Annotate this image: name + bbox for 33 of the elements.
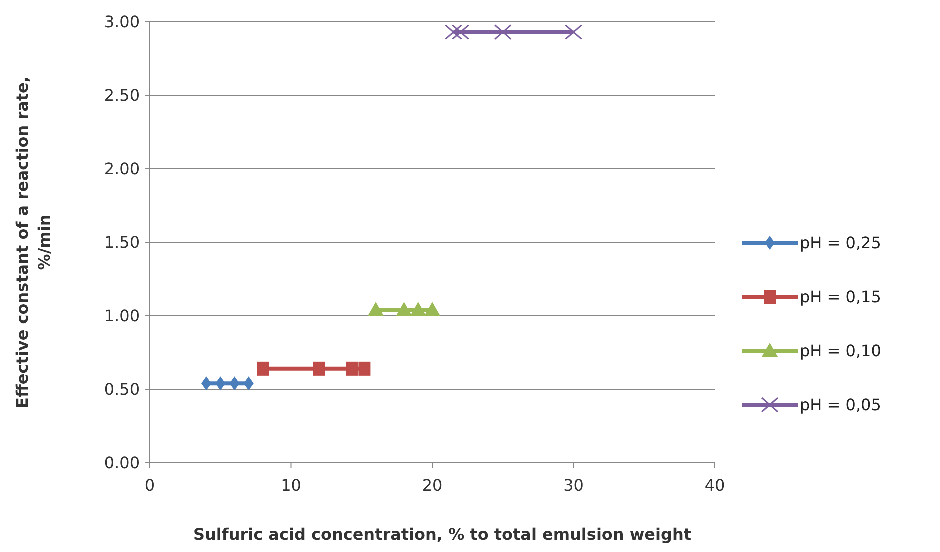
y-axis-title: Effective constant of a reaction rate, %/min — [13, 76, 54, 408]
x-tick-label: 40 — [704, 476, 726, 495]
point — [424, 302, 440, 316]
legend-label: pH = 0,10 — [800, 342, 882, 361]
point — [410, 302, 426, 316]
y-tick-label: 1.00 — [104, 306, 140, 326]
point — [444, 24, 462, 40]
y-tick-label: 3.00 — [104, 12, 140, 32]
point — [346, 362, 358, 376]
y-tick-label: 1.50 — [104, 233, 140, 252]
x-tick-label: 10 — [281, 476, 302, 495]
x-axis-title: Sulfuric acid concentration, % to total emulsion weight — [194, 525, 692, 544]
point — [452, 24, 470, 40]
y-tick-label: 2.50 — [104, 86, 140, 106]
x-tick-label: 20 — [422, 476, 443, 495]
y-tick-label: 2.00 — [104, 160, 140, 179]
legend-label: pH = 0,25 — [800, 234, 882, 253]
point — [314, 362, 326, 376]
point — [368, 302, 384, 316]
legend-label: pH = 0,15 — [800, 288, 882, 307]
x-tick-label: 0 — [144, 476, 156, 495]
y-tick-label: 0.50 — [104, 380, 140, 400]
point — [565, 24, 582, 40]
point — [230, 376, 240, 391]
x-tick-label: 30 — [564, 476, 584, 495]
point — [494, 24, 512, 40]
point — [358, 362, 371, 376]
point — [396, 302, 412, 316]
legend-label: pH = 0,05 — [800, 396, 882, 415]
point — [257, 362, 269, 376]
point — [244, 376, 254, 391]
point — [216, 376, 226, 391]
y-tick-label: 0.00 — [104, 454, 140, 473]
